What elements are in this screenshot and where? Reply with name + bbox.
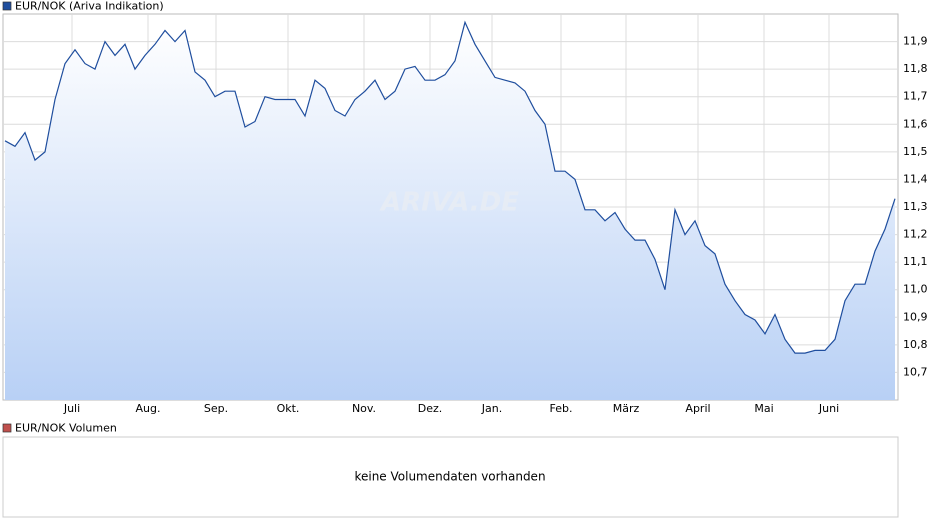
- x-tick-label: Okt.: [277, 402, 300, 415]
- area: [5, 22, 895, 401]
- x-tick-label: Jan.: [481, 402, 502, 415]
- legend-label: EUR/NOK Volumen: [15, 422, 117, 435]
- y-tick-label: 10,7: [903, 365, 928, 378]
- x-tick-label: Mai: [754, 402, 773, 415]
- legend-label: EUR/NOK (Ariva Indikation): [15, 0, 164, 13]
- x-tick-label: Feb.: [550, 402, 573, 415]
- y-tick-label: 11,8: [903, 62, 928, 75]
- x-tick-label: Aug.: [136, 402, 161, 415]
- x-tick-label: Nov.: [352, 402, 376, 415]
- y-tick-label: 11,3: [903, 200, 928, 213]
- y-tick-label: 11,5: [903, 145, 928, 158]
- y-tick-label: 11,1: [903, 255, 928, 268]
- x-tick-label: April: [685, 402, 710, 415]
- volume-frame: [2, 436, 899, 518]
- y-tick-label: 11,7: [903, 90, 928, 103]
- volume-message: keine Volumendaten vorhanden: [354, 470, 545, 484]
- y-tick-label: 11,6: [903, 117, 928, 130]
- legend-swatch: [2, 1, 12, 11]
- y-tick-label: 10,9: [903, 310, 928, 323]
- x-tick-label: März: [613, 402, 640, 415]
- x-tick-label: Dez.: [418, 402, 443, 415]
- line: [4, 20, 896, 354]
- x-tick-label: Juni: [818, 402, 839, 415]
- watermark: ARIVA.DE: [379, 188, 519, 218]
- y-tick-label: 11,9: [903, 35, 928, 48]
- y-tick-label: 10,8: [903, 338, 928, 351]
- legend-swatch: [2, 423, 12, 433]
- y-tick-label: 11,2: [903, 228, 928, 241]
- y-tick-label: 11,4: [903, 172, 928, 185]
- x-tick-label: Juli: [63, 402, 80, 415]
- y-tick-label: 11,0: [903, 283, 928, 296]
- x-tick-label: Sep.: [204, 402, 228, 415]
